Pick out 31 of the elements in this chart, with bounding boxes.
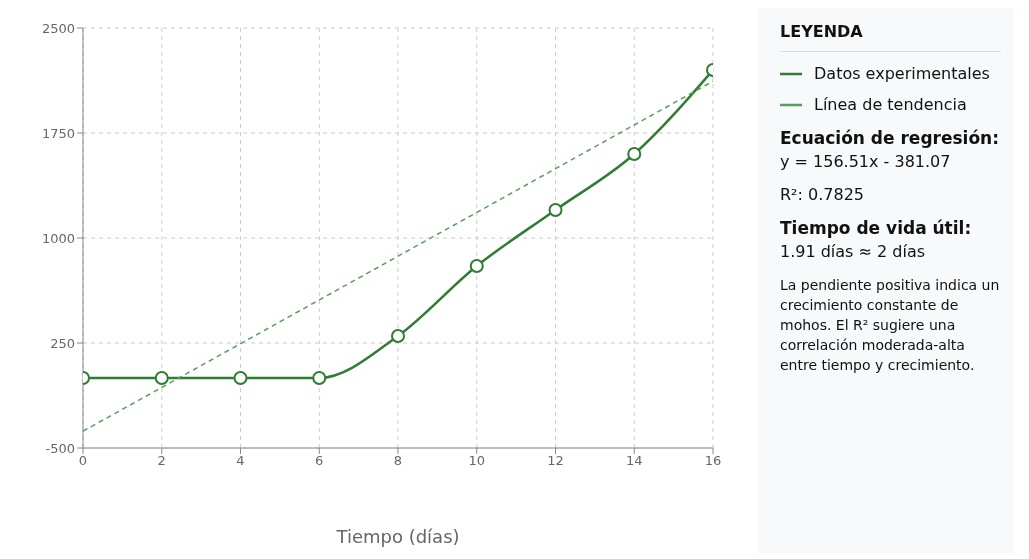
x-tick-label: 16 [704,453,722,469]
text: R²: 0.7825 [780,185,865,204]
x-tick-label: 4 [236,453,245,469]
y-tick-label: 1000 [41,230,75,246]
point [312,371,327,385]
legend-title: LEYENDA [780,22,1001,52]
point [233,371,248,385]
x-axis-title: Tiempo (días) [335,526,460,547]
x-tick-label: 14 [625,453,643,469]
legend-label: Datos experimentales [814,64,990,83]
y-tick-label: -500 [45,440,75,456]
text: Ecuación de regresión: [780,128,1000,148]
legend-label: Línea de tendencia [814,95,967,114]
x-tick-label: 6 [315,453,324,469]
point [627,147,642,161]
x-tick-label: 8 [393,453,403,469]
x-tick-label: 2 [157,453,166,469]
point [391,329,405,343]
y-tick-label: 250 [50,335,75,351]
text: Tiempo de vida útil: [780,218,973,238]
x-tick-label: 0 [78,453,88,469]
y-tick-label: 2500 [41,20,75,36]
text: y = 156.51x - 381.07 [780,152,952,171]
text: La pendiente positiva indica un crecimiento constante de mohos. El R² sugiere una correlación moderada-alta entre tiempo y crecimiento. [780,276,1001,375]
text: 1.91 días ≈ 2 días [780,242,927,261]
point [469,259,484,273]
point [548,203,563,217]
point [154,371,169,385]
y-tick-label: 1750 [41,125,75,141]
x-tick-label: 10 [468,453,486,469]
x-tick-label: 12 [547,453,564,469]
